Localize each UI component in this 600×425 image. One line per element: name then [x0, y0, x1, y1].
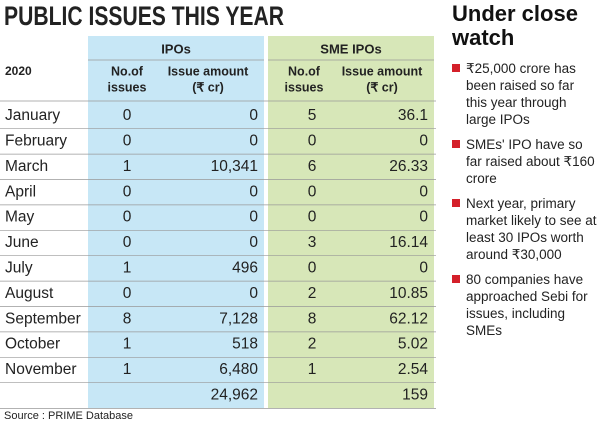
sidebar-title: Under close watch	[452, 1, 578, 50]
month: May	[5, 209, 35, 226]
cell: 26.33	[389, 158, 428, 175]
cell: 0	[123, 183, 132, 200]
month: July	[5, 259, 33, 276]
cell: 0	[419, 259, 428, 276]
cell: 10,341	[211, 158, 258, 175]
group-header: SME IPOs	[320, 41, 381, 56]
column-header: Issue amount	[168, 64, 249, 78]
cell: 1	[123, 336, 132, 353]
cell: 0	[123, 209, 132, 226]
cell: 1	[308, 361, 317, 378]
month: September	[5, 310, 81, 327]
cell: 36.1	[398, 107, 428, 124]
cell: 0	[308, 132, 317, 149]
month: February	[5, 132, 67, 149]
cell: 0	[249, 285, 258, 302]
total: 159	[402, 386, 428, 403]
sidebar: Under close watch ₹25,000 crore has been…	[452, 2, 598, 347]
cell: 7,128	[219, 310, 258, 327]
column-header: issues	[285, 80, 324, 94]
year: 2020	[5, 64, 32, 78]
group-header: IPOs	[161, 41, 191, 56]
cell: 5	[308, 107, 317, 124]
cell: 2.54	[398, 361, 429, 378]
cell: 2	[308, 336, 317, 353]
ipo-block	[88, 36, 264, 408]
month: March	[5, 158, 48, 175]
cell: 0	[123, 132, 132, 149]
cell: 8	[308, 310, 317, 327]
month: June	[5, 234, 39, 251]
bullet: ₹25,000 crore has been raised so far thi…	[452, 60, 598, 128]
bullet: Next year, primary market likely to see …	[452, 195, 598, 263]
source: Source : PRIME Database	[4, 410, 133, 422]
cell: 1	[123, 158, 132, 175]
cell: 0	[419, 183, 428, 200]
month: January	[5, 107, 60, 124]
cell: 0	[249, 234, 258, 251]
column-header: issues	[108, 80, 147, 94]
cell: 1	[123, 361, 132, 378]
bullet: SMEs' IPO have so far raised about ₹160 …	[452, 136, 598, 187]
cell: 5.02	[398, 336, 428, 353]
cell: 6	[308, 158, 317, 175]
cell: 8	[123, 310, 132, 327]
column-header: No.of	[111, 64, 144, 78]
cell: 0	[308, 209, 317, 226]
cell: 496	[232, 259, 258, 276]
column-header: No.of	[288, 64, 321, 78]
month: August	[5, 285, 54, 302]
cell: 10.85	[389, 285, 428, 302]
month: April	[5, 183, 36, 200]
cell: 0	[249, 183, 258, 200]
cell: 518	[232, 336, 258, 353]
cell: 0	[123, 234, 132, 251]
title: PUBLIC ISSUES THIS YEAR	[4, 1, 284, 31]
column-header: (₹ cr)	[192, 80, 224, 94]
cell: 0	[308, 259, 317, 276]
month: November	[5, 361, 77, 378]
cell: 0	[308, 183, 317, 200]
cell: 0	[419, 209, 428, 226]
column-header: Issue amount	[342, 64, 423, 78]
cell: 0	[249, 107, 258, 124]
column-header: (₹ cr)	[366, 80, 398, 94]
cell: 0	[123, 107, 132, 124]
cell: 2	[308, 285, 317, 302]
cell: 16.14	[389, 234, 428, 251]
cell: 0	[419, 132, 428, 149]
cell: 0	[249, 132, 258, 149]
table-graphic: PUBLIC ISSUES THIS YEAR IPOs SME IPOs 20…	[0, 1, 436, 422]
month: October	[5, 336, 60, 353]
cell: 0	[249, 209, 258, 226]
cell: 6,480	[219, 361, 258, 378]
cell: 1	[123, 259, 132, 276]
cell: 3	[308, 234, 317, 251]
total: 24,962	[211, 386, 258, 403]
sme-block	[268, 36, 434, 408]
cell: 62.12	[389, 310, 428, 327]
cell: 0	[123, 285, 132, 302]
bullet: 80 companies have approached Sebi for is…	[452, 271, 598, 339]
